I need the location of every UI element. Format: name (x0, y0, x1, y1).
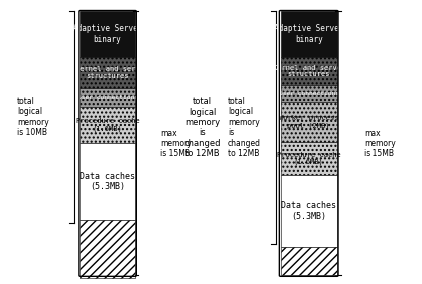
Text: total
logical
memory
is 10MB: total logical memory is 10MB (17, 97, 49, 137)
Text: User connections: User connections (78, 95, 138, 100)
Text: Worker process
pool (2MB): Worker process pool (2MB) (279, 115, 338, 129)
Text: User connections: User connections (279, 91, 339, 96)
Text: max
memory
is 15MB: max memory is 15MB (160, 129, 192, 158)
Text: total
logical
memory
is
changed
to 12MB: total logical memory is changed to 12MB (184, 97, 221, 158)
Text: Procedure cache
(1.6MB): Procedure cache (1.6MB) (76, 118, 140, 132)
Text: Procedure cache
(1.6MB): Procedure cache (1.6MB) (277, 152, 341, 165)
Text: Data caches
(5.3MB): Data caches (5.3MB) (80, 172, 135, 191)
Text: max
memory
is 15MB: max memory is 15MB (364, 129, 395, 158)
Text: Kernel and serv
structures: Kernel and serv structures (76, 66, 140, 79)
Text: Data caches
(5.3MB): Data caches (5.3MB) (281, 201, 336, 221)
Text: Kernel and server
structures: Kernel and server structures (273, 64, 345, 78)
Text: total
logical
memory
is
changed
to 12MB: total logical memory is changed to 12MB (228, 97, 261, 158)
Text: Adaptive Server
binary: Adaptive Server binary (73, 24, 142, 44)
Text: Adaptive Server
binary: Adaptive Server binary (274, 24, 344, 44)
